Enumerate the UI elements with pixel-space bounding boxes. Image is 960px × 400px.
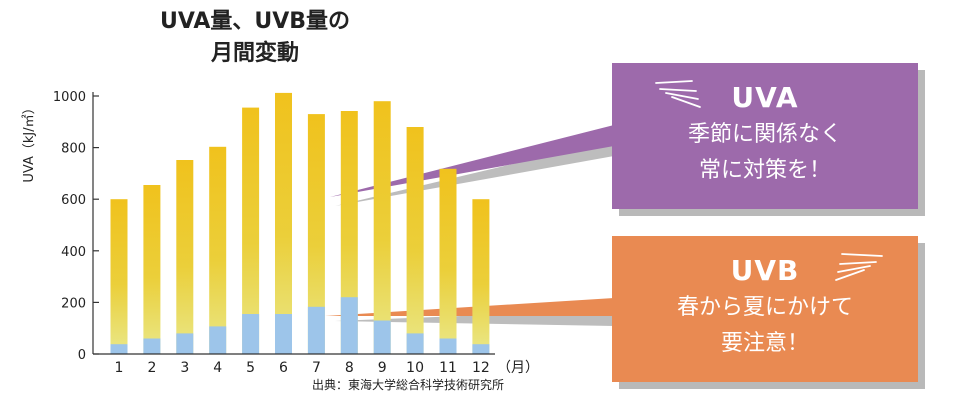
chart-title: UVA量、UVB量の 月間変動: [130, 6, 380, 70]
uva-bar-4: [209, 146, 227, 354]
y-tick-label: 200: [61, 296, 86, 311]
uvb-pointer: [325, 298, 614, 316]
uva-bar-8: [340, 111, 358, 354]
source-note: 出典：東海大学総合科学技術研究所: [312, 378, 505, 392]
uva-bar-10: [406, 127, 424, 354]
uva-callout-heading: UVA: [731, 81, 799, 114]
x-tick-label: 2: [147, 360, 156, 376]
x-tick-label: 11: [439, 360, 457, 376]
x-tick-label: 3: [180, 360, 189, 376]
y-tick-label: 800: [61, 142, 86, 157]
uva-callout: UVA 季節に関係なく 常に対策を！: [612, 63, 918, 209]
uva-bar-9: [373, 101, 391, 354]
uva-bar-3: [176, 160, 194, 354]
sparkle-icon: [835, 253, 883, 281]
x-tick-label: 6: [279, 360, 288, 376]
sparkle-icon: [655, 80, 701, 108]
uvb-bar-7: [307, 306, 325, 354]
x-tick-label: 8: [345, 360, 354, 376]
uva-bar-11: [439, 168, 457, 354]
x-axis: 1 2 3 4 5 6 7 8 9 10 11 12 （月）: [93, 353, 539, 376]
uva-bar-7: [307, 114, 325, 354]
uva-bar-1: [110, 199, 128, 354]
x-tick-label: 7: [312, 360, 321, 376]
uva-bar-6: [275, 92, 292, 355]
y-tick-label: 600: [61, 193, 86, 208]
uvb-bar-12: [472, 344, 490, 354]
uvb-bar-3: [176, 333, 194, 354]
uvb-bar-5: [242, 314, 260, 354]
uva-bar-12: [472, 199, 490, 354]
bars: [110, 92, 490, 355]
uva-callout-line1: 季節に関係なく: [687, 122, 842, 147]
chart-title-line2: 月間変動: [210, 41, 299, 66]
chart-title-line1: UVA量、UVB量の: [159, 9, 351, 34]
x-tick-label: 10: [406, 360, 424, 376]
y-axis: 0 200 400 600 800 1000 UVA（kJ/㎡）: [22, 90, 99, 363]
x-tick-label: 5: [246, 360, 255, 376]
uvb-bar-1: [110, 344, 128, 354]
y-tick-label: 400: [61, 245, 86, 260]
uva-bar-5: [242, 107, 260, 354]
uvb-bar-4: [209, 326, 227, 354]
uvb-bar-8: [340, 297, 358, 354]
y-tick-label: 0: [78, 348, 86, 363]
x-tick-label: 4: [213, 360, 222, 376]
uvb-callout-heading: UVB: [730, 254, 800, 287]
uva-pointer: [330, 125, 614, 197]
uvb-bar-11: [439, 338, 457, 354]
uvb-bar-9: [373, 320, 391, 354]
y-axis-label: UVA（kJ/㎡）: [22, 101, 37, 182]
x-tick-label: 9: [378, 360, 387, 376]
uvb-bar-10: [406, 333, 424, 354]
uvb-callout: UVB 春から夏にかけて 要注意！: [612, 236, 918, 382]
uvb-bar-6: [275, 314, 292, 354]
uvb-bar-2: [143, 338, 161, 354]
x-axis-unit: （月）: [497, 360, 539, 376]
uvb-callout-line1: 春から夏にかけて: [676, 295, 853, 320]
y-tick-label: 1000: [53, 90, 86, 105]
x-tick-label: 1: [115, 360, 124, 376]
uva-callout-line2: 常に対策を！: [698, 158, 831, 183]
uvb-callout-line2: 要注意！: [720, 331, 809, 356]
uva-bar-2: [143, 185, 161, 354]
x-tick-label: 12: [472, 360, 490, 376]
